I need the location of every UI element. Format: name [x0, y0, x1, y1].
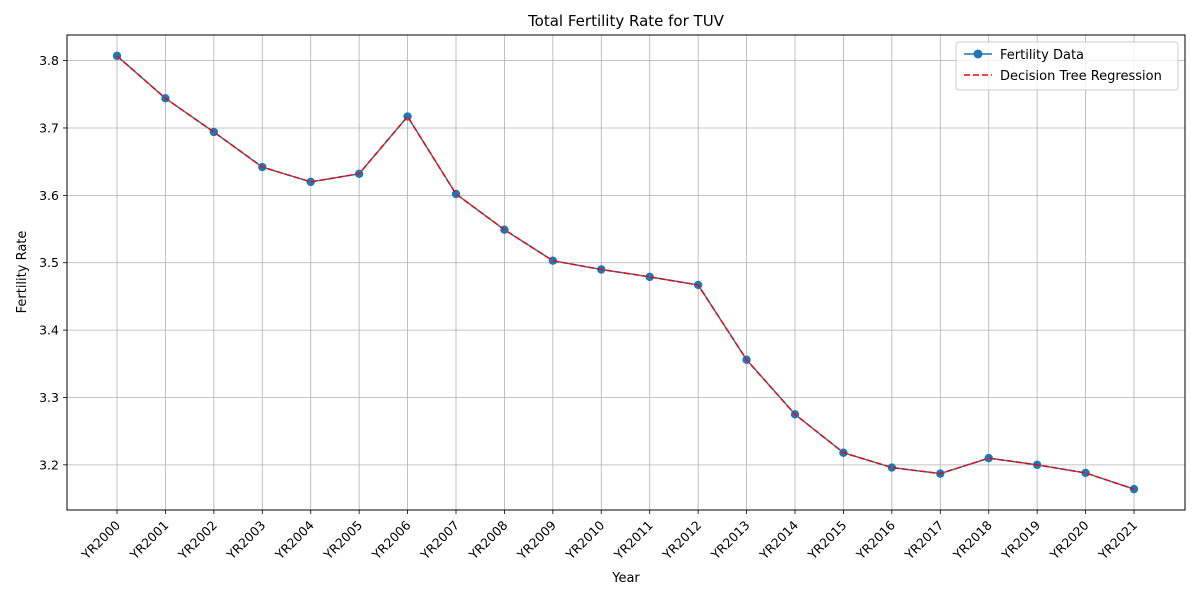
- x-tick-label: YR2016: [853, 517, 898, 562]
- x-tick-label: YR2017: [901, 518, 946, 563]
- x-tick-label: YR2000: [78, 517, 123, 562]
- x-tick-label: YR2013: [707, 518, 752, 563]
- fertility-data-point: [306, 177, 315, 187]
- y-axis-ticks: 3.2 3.3 3.4 3.5 3.6 3.7 3.8: [39, 53, 67, 472]
- legend-box: [955, 41, 1179, 91]
- fertility-data-point: [645, 272, 654, 282]
- fertility-data-point: [1081, 468, 1090, 478]
- y-tick-label: 3.3: [39, 390, 59, 405]
- x-axis-ticks: YR2000 YR2001 YR2002 YR2003 YR2004 YR2005 YR20…: [78, 510, 1140, 563]
- x-tick-label: YR2006: [368, 517, 413, 562]
- x-tick-label: YR2015: [804, 518, 849, 563]
- y-tick-label: 3.8: [39, 53, 59, 68]
- x-tick-label: YR2019: [998, 517, 1043, 562]
- legend-fertility-marker: [973, 49, 983, 59]
- plot-frame: [66, 34, 1186, 511]
- y-tick-label: 3.7: [39, 120, 59, 135]
- x-tick-label: YR2001: [126, 518, 171, 563]
- y-tick-label: 3.5: [39, 255, 59, 270]
- y-tick-label: 3.4: [39, 323, 59, 338]
- fertility-data-point: [887, 463, 897, 472]
- x-tick-label: YR2008: [465, 517, 510, 562]
- decision-tree-regression-line: [116, 55, 1135, 490]
- x-tick-label: YR2018: [949, 517, 994, 562]
- series-layer: [112, 51, 1139, 494]
- fertility-data-point: [548, 256, 558, 265]
- x-tick-label: YR2004: [271, 517, 316, 562]
- legend-regression-label: Decision Tree Regression: [1000, 69, 1162, 84]
- chart-title: Total Fertility Rate for TUV: [527, 12, 725, 30]
- x-tick-label: YR2002: [175, 518, 220, 563]
- x-tick-label: YR2020: [1046, 517, 1091, 562]
- x-tick-label: YR2012: [659, 518, 704, 563]
- y-tick-label: 3.2: [39, 457, 59, 472]
- x-tick-label: YR2009: [514, 517, 559, 562]
- x-tick-label: YR2003: [223, 518, 268, 563]
- x-tick-label: YR2007: [417, 518, 462, 563]
- fertility-data-point: [984, 453, 993, 463]
- x-tick-label: YR2021: [1095, 518, 1140, 563]
- x-tick-label: YR2011: [610, 518, 655, 563]
- x-tick-label: YR2010: [562, 517, 607, 562]
- legend-fertility-label: Fertility Data: [1000, 48, 1084, 63]
- legend: Fertility Data Decision Tree Regression: [955, 41, 1179, 91]
- x-tick-label: YR2005: [320, 518, 365, 563]
- y-tick-label: 3.6: [39, 188, 59, 203]
- x-axis-label: Year: [611, 571, 640, 586]
- x-tick-label: YR2014: [756, 517, 801, 562]
- y-axis-label: Fertility Rate: [15, 231, 30, 314]
